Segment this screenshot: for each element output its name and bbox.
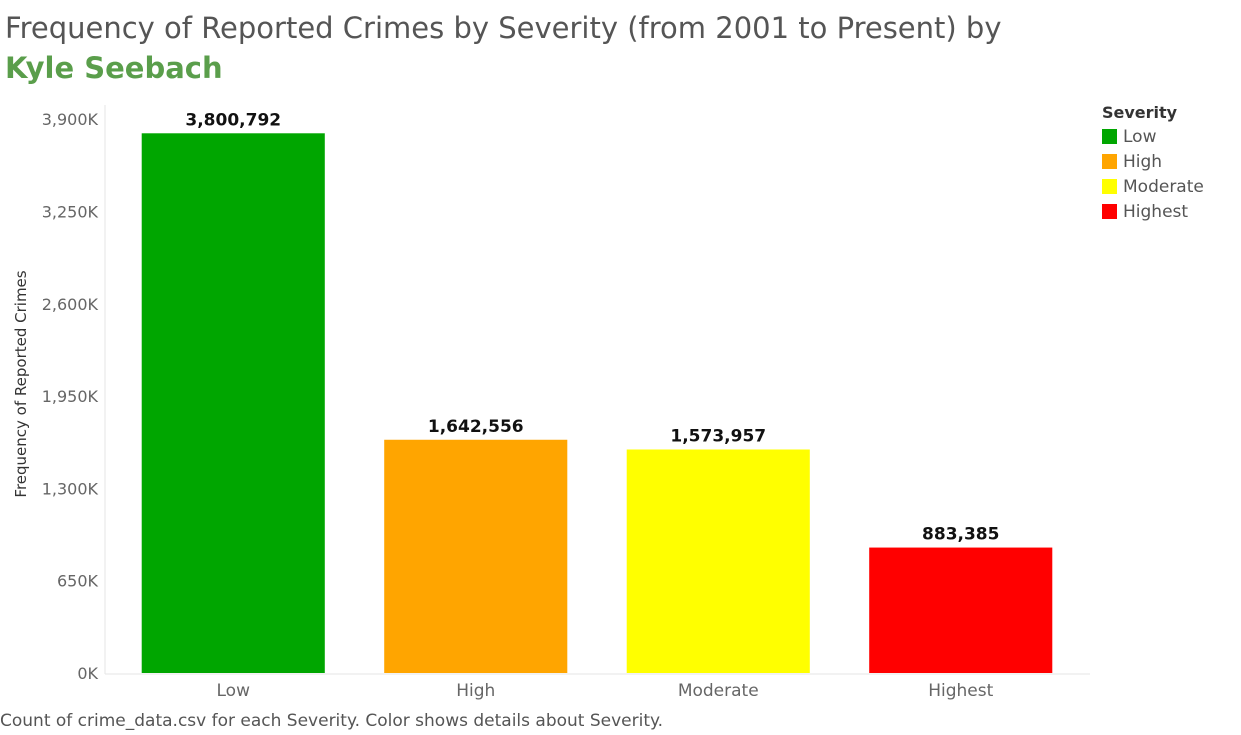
chart-title-main: Frequency of Reported Crimes by Severity… bbox=[5, 11, 1002, 45]
y-tick-label: 1,300K bbox=[42, 479, 99, 498]
legend-item-high[interactable]: High bbox=[1102, 149, 1204, 174]
legend-item-highest[interactable]: Highest bbox=[1102, 199, 1204, 224]
legend-swatch bbox=[1102, 154, 1117, 169]
y-tick-label: 650K bbox=[57, 572, 99, 591]
legend-swatch bbox=[1102, 179, 1117, 194]
chart-caption: Count of crime_data.csv for each Severit… bbox=[0, 711, 664, 731]
legend: Severity Low High Moderate Highest bbox=[1102, 103, 1204, 224]
legend-item-low[interactable]: Low bbox=[1102, 124, 1204, 149]
legend-label: Highest bbox=[1123, 201, 1189, 222]
chart-title-author: Kyle Seebach bbox=[5, 51, 223, 85]
y-axis-title: Frequency of Reported Crimes bbox=[12, 270, 30, 497]
bar-low bbox=[141, 133, 325, 673]
x-tick-label: Highest bbox=[928, 681, 993, 701]
bar-high bbox=[384, 439, 568, 673]
bar-value-label: 1,642,556 bbox=[428, 417, 524, 437]
bar-value-label: 883,385 bbox=[922, 525, 999, 545]
x-tick-label: Moderate bbox=[678, 681, 759, 701]
y-tick-label: 3,900K bbox=[42, 110, 99, 129]
bar-moderate bbox=[626, 449, 810, 673]
legend-swatch bbox=[1102, 204, 1117, 219]
y-tick-label: 2,600K bbox=[42, 295, 99, 314]
y-tick-label: 3,250K bbox=[42, 203, 99, 222]
legend-swatch bbox=[1102, 129, 1117, 144]
legend-label: Moderate bbox=[1123, 176, 1204, 197]
legend-label: Low bbox=[1123, 126, 1157, 147]
x-tick-label: Low bbox=[217, 681, 251, 701]
bar-value-label: 1,573,957 bbox=[670, 426, 766, 446]
bar-value-label: 3,800,792 bbox=[185, 110, 281, 130]
bar-highest bbox=[869, 547, 1053, 673]
legend-title: Severity bbox=[1102, 103, 1178, 122]
legend-label: High bbox=[1123, 151, 1163, 172]
y-tick-label: 0K bbox=[77, 664, 98, 683]
legend-item-moderate[interactable]: Moderate bbox=[1102, 174, 1204, 199]
y-tick-label: 1,950K bbox=[42, 387, 99, 406]
chart-title: Frequency of Reported Crimes by Severity… bbox=[5, 8, 1075, 88]
legend-items: Low High Moderate Highest bbox=[1102, 124, 1204, 224]
x-tick-label: High bbox=[456, 681, 495, 701]
